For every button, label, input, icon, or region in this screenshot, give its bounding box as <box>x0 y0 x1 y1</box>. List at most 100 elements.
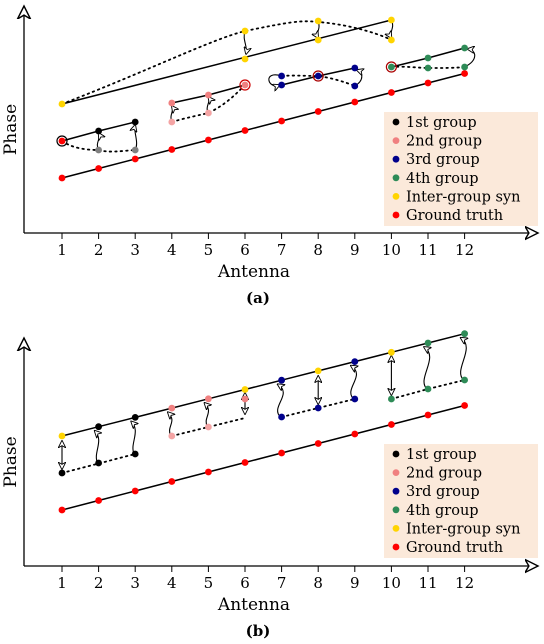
group4-arrow-12 <box>464 49 476 68</box>
panel-a-legend-marker <box>392 211 400 219</box>
group2-measured-point <box>205 109 212 117</box>
panel-a-x-tick-label: 3 <box>130 241 140 259</box>
ground-truth-point <box>314 108 322 115</box>
syn-point <box>314 17 322 25</box>
calibrated-point <box>424 339 432 347</box>
ground-truth-point <box>168 146 176 153</box>
panel-a-x-tick-label: 10 <box>382 241 401 259</box>
group3-dotted-curve <box>280 74 356 87</box>
group-arrow-9 <box>351 366 357 400</box>
panel-b-x-tick-label: 4 <box>167 574 177 592</box>
panel-b-x-tick-label: 12 <box>455 574 474 592</box>
measured-point <box>278 413 285 421</box>
panel-b-legend-label: 1st group <box>406 447 477 463</box>
group1-ref-point-ring <box>56 135 68 147</box>
group2-measured-point <box>168 118 176 126</box>
measured-point <box>461 376 468 384</box>
calibrated-point <box>314 367 322 375</box>
panel-a-legend-box <box>384 112 538 226</box>
ground-truth-point <box>95 497 102 504</box>
measured-point <box>205 423 212 431</box>
calibrated-point <box>461 330 468 338</box>
panel-a-y-axis-label: Phase <box>1 104 21 155</box>
group-arrow-4 <box>168 412 172 437</box>
panel-b-legend-marker <box>392 450 400 458</box>
measured-point <box>95 459 102 467</box>
panel-b-x-axis-label: Antenna <box>217 595 290 615</box>
panel-b-x-tick-label: 8 <box>313 574 323 592</box>
ground-truth-point <box>278 449 285 457</box>
measured-point <box>241 395 249 403</box>
ground-truth-point <box>205 136 212 144</box>
ground-truth-point <box>58 174 66 182</box>
ground-truth-point <box>58 506 66 514</box>
panel-b-legend-label: Inter-group syn <box>406 521 520 537</box>
measured-point <box>168 432 176 440</box>
syn-point <box>58 100 66 108</box>
calibrated-line <box>61 332 465 437</box>
group1-ref-point <box>58 137 66 145</box>
calibrated-point <box>168 404 176 412</box>
group3-measured-point <box>278 72 285 80</box>
group3-ref-point <box>314 72 322 80</box>
ground-truth-point <box>131 155 139 163</box>
ground-truth-point <box>388 421 395 428</box>
group-arrow-5 <box>204 403 208 428</box>
panel-b-legend-label: 4th group <box>406 503 479 519</box>
group4-dotted-curve <box>390 65 466 69</box>
ground-truth-point <box>424 79 432 87</box>
ground-truth-point <box>461 70 468 77</box>
panel-a-caption: (a) <box>246 289 270 307</box>
ground-truth-point <box>461 402 468 409</box>
calibrated-point <box>131 414 139 421</box>
panel-b-legend-label: 2nd group <box>406 466 482 482</box>
group4-point <box>461 44 468 52</box>
ground-truth-point <box>168 478 176 485</box>
ground-truth-point <box>278 117 285 125</box>
calibrated-point <box>205 395 212 403</box>
measured-point <box>351 395 359 403</box>
syn-arrow-6 <box>244 30 246 54</box>
panel-a-x-tick-label: 5 <box>204 241 214 259</box>
calibrated-point <box>351 358 359 365</box>
panel-a-legend-label: Ground truth <box>406 208 503 224</box>
ground-truth-point <box>351 98 359 106</box>
group-arrow-3 <box>131 421 135 455</box>
panel-b-x-tick-label: 9 <box>350 574 360 592</box>
panel-b-legend-box <box>384 444 538 558</box>
group-arrow-12 <box>461 338 467 381</box>
group1-point <box>95 127 102 135</box>
inter-group-syn-line <box>61 19 392 105</box>
panel-a-x-tick-label: 12 <box>455 241 474 259</box>
panel-b-x-tick-label: 6 <box>240 574 250 592</box>
group3-ref-point-ring <box>312 70 324 82</box>
ground-truth-point <box>351 430 359 438</box>
ground-truth-point <box>424 411 432 419</box>
measured-point <box>388 395 395 403</box>
group3-loop-arrow <box>268 74 282 86</box>
group1-point <box>131 118 139 126</box>
panel-a-legend-marker <box>392 155 400 163</box>
group4-ref-point-ring <box>385 61 397 73</box>
panel-a-legend-marker <box>392 137 400 145</box>
group2-point <box>168 99 176 107</box>
panel-a-x-tick-label: 4 <box>167 241 177 259</box>
group-arrow-11 <box>424 347 430 390</box>
ground-truth-line <box>61 72 465 179</box>
group1-measured-point <box>131 146 139 154</box>
group2-ref-point-ring <box>239 79 251 91</box>
panel-b-x-tick-label: 3 <box>130 574 140 592</box>
group3-point <box>351 64 359 72</box>
group3-measured-point <box>351 82 359 90</box>
panel-b-x-tick-label: 11 <box>418 574 437 592</box>
panel-b-y-axis-label: Phase <box>1 436 21 487</box>
panel-b-caption: (b) <box>246 622 271 640</box>
syn-point <box>241 55 249 63</box>
panel-a-x-tick-label: 8 <box>313 241 323 259</box>
group4-measured-point <box>461 63 468 71</box>
panel-a-legend-label: 3rd group <box>406 152 480 168</box>
group4-point <box>424 54 432 62</box>
